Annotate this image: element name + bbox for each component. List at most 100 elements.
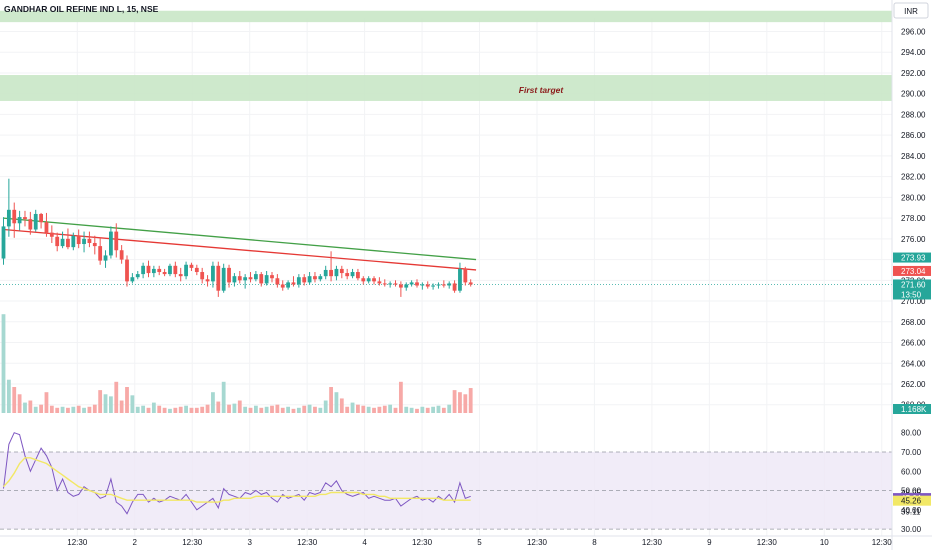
currency-button-label[interactable]: INR <box>904 7 918 16</box>
candle[interactable] <box>184 264 188 277</box>
candle[interactable] <box>366 278 371 282</box>
candle[interactable] <box>82 238 86 245</box>
candle[interactable] <box>28 219 33 230</box>
rsi-axis[interactable]: 80.00 70.00 60.00 50.00 40.00 30.00 <box>901 429 922 534</box>
candle[interactable] <box>194 267 199 273</box>
candle[interactable] <box>329 269 333 277</box>
symbol-title[interactable]: GANDHAR OIL REFINE IND L, 15, NSE <box>4 4 159 14</box>
currency-button[interactable]: INR <box>893 2 929 19</box>
candle[interactable] <box>398 284 403 288</box>
candle[interactable] <box>87 238 92 243</box>
candle[interactable] <box>103 255 108 261</box>
candle[interactable] <box>447 283 452 286</box>
candle[interactable] <box>221 267 226 291</box>
currency-button-frame[interactable] <box>893 2 929 19</box>
candle[interactable] <box>1 226 6 259</box>
candle[interactable] <box>441 284 446 286</box>
candle[interactable] <box>431 285 435 287</box>
candle[interactable] <box>361 278 366 282</box>
candle[interactable] <box>162 272 167 275</box>
candle[interactable] <box>130 277 135 282</box>
candle[interactable] <box>377 281 382 284</box>
candle[interactable] <box>248 277 253 280</box>
candle[interactable] <box>468 282 473 285</box>
candle[interactable] <box>232 276 237 283</box>
candle[interactable] <box>119 250 124 260</box>
candle[interactable] <box>275 278 280 285</box>
candle[interactable] <box>44 222 49 233</box>
candle[interactable] <box>280 284 285 288</box>
candle[interactable] <box>135 274 140 278</box>
time-axis[interactable]: 12:30 2 12:30 3 12:30 4 12:30 5 12:30 8 12:30 9 12:3… <box>0 535 932 547</box>
candle[interactable] <box>286 282 291 288</box>
candle[interactable] <box>463 268 468 283</box>
candle[interactable] <box>216 265 221 291</box>
candle[interactable] <box>211 265 215 282</box>
candle[interactable] <box>334 268 339 277</box>
candle[interactable] <box>17 217 22 224</box>
candle[interactable] <box>71 235 76 248</box>
candle[interactable] <box>178 274 183 277</box>
candle[interactable] <box>168 265 172 275</box>
candle[interactable] <box>323 269 328 277</box>
candle[interactable] <box>243 277 248 281</box>
candle[interactable] <box>307 276 312 283</box>
candle[interactable] <box>114 231 119 251</box>
candle[interactable] <box>146 265 151 274</box>
candle[interactable] <box>388 283 393 285</box>
candles[interactable] <box>1 178 473 297</box>
candle[interactable] <box>33 213 38 230</box>
candle[interactable] <box>12 209 17 224</box>
candle[interactable] <box>98 246 103 261</box>
candle[interactable] <box>382 283 387 285</box>
candle[interactable] <box>264 275 269 284</box>
candle[interactable] <box>452 283 457 291</box>
candle[interactable] <box>415 282 419 286</box>
candle[interactable] <box>313 276 317 280</box>
candle[interactable] <box>296 277 301 285</box>
candle[interactable] <box>60 238 65 247</box>
candle[interactable] <box>49 232 54 237</box>
candle[interactable] <box>109 231 113 256</box>
candle[interactable] <box>345 273 350 277</box>
candle[interactable] <box>125 259 129 282</box>
candle[interactable] <box>76 235 81 245</box>
candle[interactable] <box>39 213 43 223</box>
candle[interactable] <box>205 279 210 282</box>
candle[interactable] <box>173 265 178 275</box>
volume-bar <box>463 394 468 413</box>
candle[interactable] <box>302 277 307 283</box>
candle[interactable] <box>350 272 355 277</box>
price-axis[interactable]: 296.00 294.00 292.00 290.00 288.00 286.00 284.… <box>891 0 926 550</box>
candle[interactable] <box>253 274 258 280</box>
candle[interactable] <box>409 282 414 285</box>
candle[interactable] <box>436 284 441 286</box>
volume-bar <box>200 406 205 413</box>
candle[interactable] <box>339 268 344 274</box>
candle[interactable] <box>189 264 194 268</box>
candle[interactable] <box>259 274 264 284</box>
candle[interactable] <box>393 283 398 285</box>
candle[interactable] <box>157 268 162 273</box>
candle[interactable] <box>151 268 156 274</box>
candle[interactable] <box>420 284 425 286</box>
candle[interactable] <box>356 272 360 279</box>
candle[interactable] <box>92 242 97 247</box>
candle[interactable] <box>66 238 70 248</box>
candle[interactable] <box>227 267 231 283</box>
candle[interactable] <box>372 278 376 282</box>
candle[interactable] <box>55 236 60 247</box>
candle[interactable] <box>141 265 146 275</box>
candle[interactable] <box>291 282 296 285</box>
candle[interactable] <box>404 284 409 288</box>
candle[interactable] <box>458 268 462 291</box>
candle[interactable] <box>6 209 11 227</box>
candle[interactable] <box>270 275 274 279</box>
candle[interactable] <box>200 272 205 280</box>
candle[interactable] <box>425 284 430 287</box>
candle[interactable] <box>237 276 242 281</box>
candle[interactable] <box>318 276 323 280</box>
candle[interactable] <box>23 217 27 220</box>
